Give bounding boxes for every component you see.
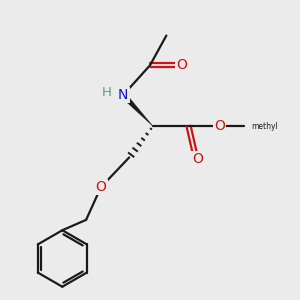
- Text: N: N: [118, 88, 128, 102]
- Text: methyl: methyl: [251, 122, 278, 131]
- Text: O: O: [176, 58, 187, 72]
- Text: O: O: [214, 119, 225, 133]
- Polygon shape: [121, 93, 153, 126]
- Text: H: H: [102, 85, 112, 98]
- Text: O: O: [192, 152, 203, 166]
- Text: O: O: [95, 180, 106, 194]
